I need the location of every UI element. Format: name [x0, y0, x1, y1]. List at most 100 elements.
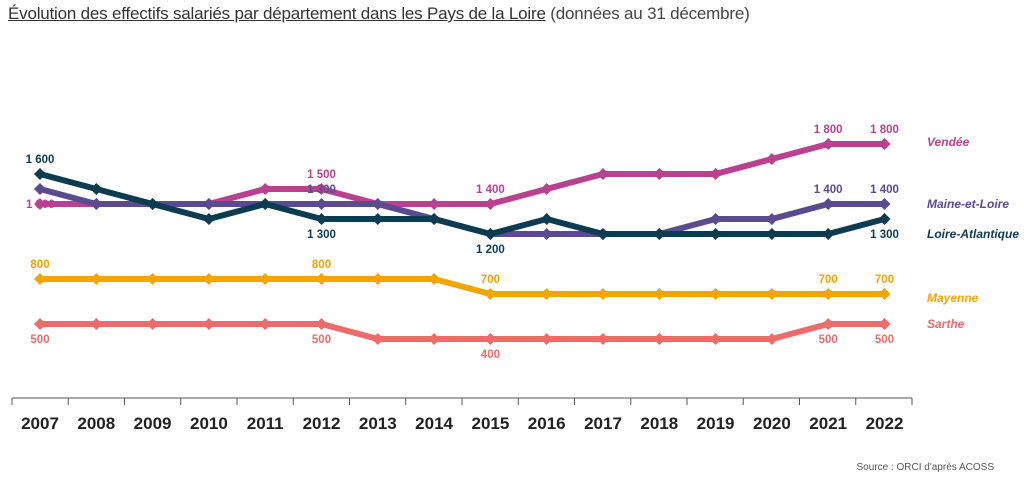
data-label: 700 — [481, 274, 500, 286]
data-point-marker — [540, 333, 553, 345]
data-point-marker — [484, 288, 497, 300]
series-line — [37, 276, 888, 297]
data-label: 1 300 — [307, 184, 336, 196]
data-point-marker — [597, 168, 609, 180]
data-point-marker — [822, 198, 835, 210]
x-tick-label: 2011 — [247, 414, 284, 433]
data-point-marker — [146, 198, 159, 210]
series-name-label: Loire-Atlantique — [927, 227, 1019, 241]
data-point-marker — [202, 318, 215, 330]
series-labels: Vendée Maine-et-Loire Loire-Atlantique Maye… — [927, 135, 1019, 331]
data-label: 500 — [875, 334, 894, 346]
data-point-marker — [878, 288, 891, 300]
x-tick-label: 2016 — [528, 414, 566, 433]
data-point-marker — [484, 228, 497, 240]
data-point-marker — [709, 333, 722, 345]
data-point-marker — [653, 288, 666, 300]
data-point-marker — [709, 168, 722, 180]
data-point-marker — [709, 213, 722, 225]
data-point-marker — [709, 288, 722, 300]
x-tick-label: 2018 — [640, 414, 678, 433]
data-point-marker — [202, 273, 215, 285]
data-point-marker — [34, 318, 46, 330]
source-note: Source : ORCI d'après ACOSS — [856, 462, 994, 473]
data-point-marker — [765, 228, 778, 240]
data-label: 1 300 — [26, 199, 55, 211]
data-point-marker — [484, 198, 497, 210]
data-point-marker — [34, 168, 46, 180]
data-point-marker — [90, 318, 103, 330]
data-label: 500 — [312, 334, 331, 346]
data-point-marker — [484, 333, 497, 345]
data-point-marker — [428, 198, 441, 210]
data-point-marker — [597, 333, 609, 345]
data-point-marker — [428, 273, 441, 285]
data-point-marker — [540, 288, 553, 300]
data-point-marker — [146, 318, 159, 330]
data-point-marker — [315, 273, 328, 285]
series-sarthe — [34, 318, 891, 345]
data-point-marker — [259, 273, 272, 285]
data-point-marker — [878, 138, 891, 150]
series-vend-e — [34, 138, 891, 210]
series-line — [37, 321, 888, 342]
data-label: 500 — [819, 334, 838, 346]
data-point-marker — [822, 318, 835, 330]
data-point-marker — [202, 198, 215, 210]
series-line — [37, 141, 888, 207]
data-point-marker — [540, 183, 553, 195]
x-tick-label: 2012 — [303, 414, 341, 433]
data-point-marker — [597, 228, 609, 240]
data-point-marker — [765, 213, 778, 225]
data-point-marker — [653, 333, 666, 345]
data-point-marker — [653, 228, 666, 240]
data-point-marker — [90, 198, 103, 210]
series-name-label: Maine-et-Loire — [927, 197, 1009, 211]
x-tick-label: 2020 — [753, 414, 791, 433]
data-point-marker — [315, 213, 328, 225]
series-name-label: Mayenne — [927, 291, 979, 305]
data-point-marker — [428, 213, 441, 225]
data-point-marker — [315, 318, 328, 330]
series-name-label: Vendée — [927, 135, 970, 149]
data-label: 1 500 — [307, 169, 336, 181]
data-point-marker — [540, 213, 553, 225]
x-tick-label: 2017 — [584, 414, 622, 433]
x-tick-label: 2009 — [134, 414, 172, 433]
data-point-marker — [371, 333, 384, 345]
x-tick-label: 2022 — [866, 414, 904, 433]
data-label: 1 300 — [870, 229, 899, 241]
x-tick-label: 2021 — [809, 414, 847, 433]
data-label: 500 — [30, 334, 49, 346]
x-tick-label: 2010 — [190, 414, 228, 433]
x-axis: 2007 2008 2009 2010 2011 2012 2013 2014 2015 2016… — [11, 397, 913, 433]
data-label: 1 200 — [476, 244, 505, 256]
data-point-marker — [315, 183, 328, 195]
data-label: 400 — [481, 349, 500, 361]
data-point-marker — [259, 183, 272, 195]
x-tick-label: 2015 — [471, 414, 509, 433]
data-point-marker — [765, 333, 778, 345]
data-point-marker — [540, 228, 553, 240]
data-label: 800 — [312, 259, 331, 271]
chart-title-main: Évolution des effectifs salariés par dép… — [8, 4, 546, 23]
data-point-marker — [90, 183, 103, 195]
chart-title: Évolution des effectifs salariés par dép… — [8, 4, 750, 24]
data-label: 1 400 — [476, 184, 505, 196]
data-label: 1 800 — [870, 124, 899, 136]
data-label: 700 — [819, 274, 838, 286]
data-label: 1 600 — [26, 154, 55, 166]
series-lines — [34, 138, 891, 345]
series-line — [37, 171, 888, 237]
x-tick-label: 2019 — [697, 414, 735, 433]
data-label: 800 — [30, 259, 49, 271]
data-point-marker — [34, 273, 46, 285]
data-point-marker — [259, 198, 272, 210]
data-point-marker — [653, 168, 666, 180]
data-point-marker — [878, 198, 891, 210]
data-point-marker — [371, 273, 384, 285]
data-point-marker — [822, 288, 835, 300]
data-labels: 1 300 1 500 1 400 1 800 1 800 1 300 1 400 1 400… — [26, 124, 899, 361]
data-point-marker — [597, 288, 609, 300]
